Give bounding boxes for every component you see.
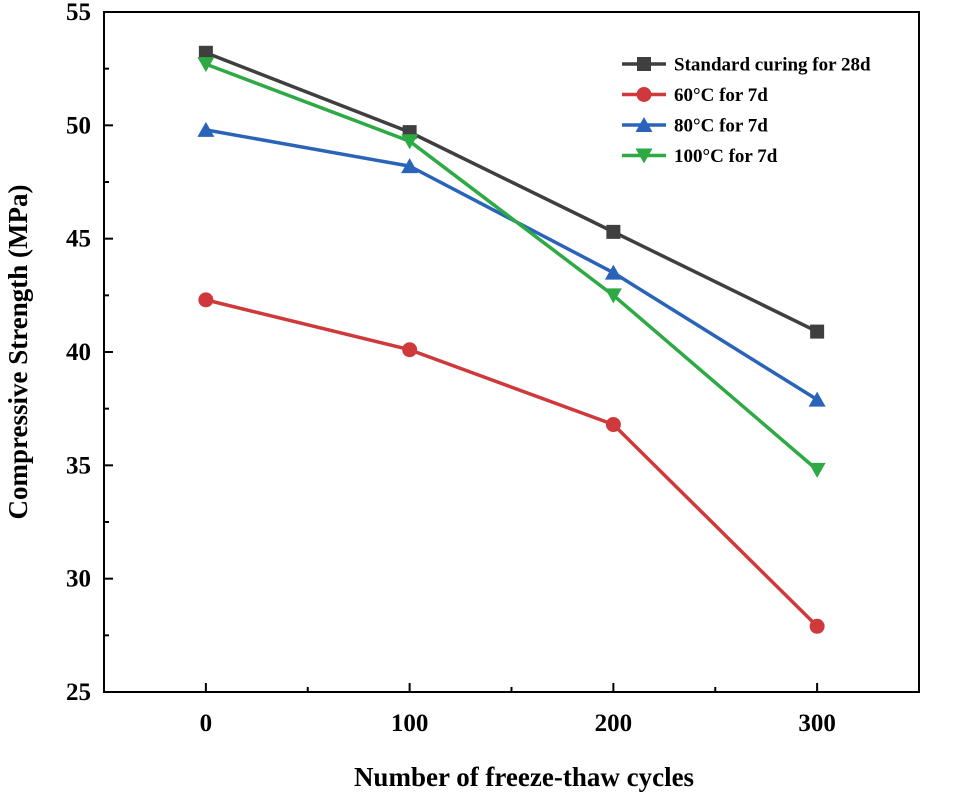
series-layer bbox=[197, 45, 826, 634]
legend-marker bbox=[635, 117, 653, 132]
x-tick-label: 100 bbox=[391, 710, 429, 737]
legend-marker bbox=[636, 87, 652, 102]
y-axis-title: Compressive Strength (MPa) bbox=[3, 185, 33, 520]
data-point bbox=[604, 288, 622, 304]
y-tick-label: 50 bbox=[66, 112, 91, 139]
data-point bbox=[606, 224, 621, 239]
data-point bbox=[810, 324, 825, 339]
x-axis-title: Number of freeze-thaw cycles bbox=[354, 762, 694, 792]
data-point bbox=[604, 264, 622, 280]
y-tick-label: 30 bbox=[66, 566, 91, 593]
legend-label: Standard curing for 28d bbox=[674, 55, 871, 76]
data-point bbox=[198, 45, 213, 60]
x-tick-label: 0 bbox=[200, 710, 213, 737]
data-point bbox=[605, 417, 621, 433]
x-axis: 0 100 200 300 bbox=[200, 683, 836, 737]
legend: Standard curing for 28d 60°C for 7d 80°C f… bbox=[622, 55, 871, 167]
legend-label: 80°C for 7d bbox=[674, 116, 768, 137]
y-tick-label: 40 bbox=[66, 339, 91, 366]
data-point bbox=[401, 158, 419, 174]
data-point bbox=[401, 134, 419, 150]
series-line bbox=[205, 62, 819, 472]
data-point bbox=[808, 391, 826, 407]
legend-marker bbox=[635, 148, 653, 164]
legend-marker bbox=[637, 57, 651, 71]
x-tick-label: 200 bbox=[595, 710, 633, 737]
series-group bbox=[197, 57, 826, 478]
series-line bbox=[205, 298, 819, 628]
y-axis: 25 30 35 40 45 50 55 bbox=[66, 0, 113, 706]
data-point bbox=[197, 57, 215, 73]
y-tick-label: 35 bbox=[66, 452, 91, 479]
y-tick-label: 25 bbox=[66, 679, 91, 706]
data-point bbox=[198, 292, 214, 308]
series-line bbox=[205, 51, 818, 334]
data-point bbox=[808, 462, 826, 478]
legend-label: 60°C for 7d bbox=[674, 85, 768, 106]
x-tick-label: 300 bbox=[798, 710, 836, 737]
plot-frame bbox=[103, 11, 920, 693]
y-tick-label: 55 bbox=[66, 0, 91, 26]
data-point bbox=[402, 342, 418, 358]
series-group bbox=[198, 292, 825, 634]
y-tick-label: 45 bbox=[66, 226, 91, 253]
data-point bbox=[197, 121, 215, 137]
series-line bbox=[205, 128, 819, 402]
data-point bbox=[809, 618, 825, 634]
legend-label: 100°C for 7d bbox=[674, 146, 778, 167]
